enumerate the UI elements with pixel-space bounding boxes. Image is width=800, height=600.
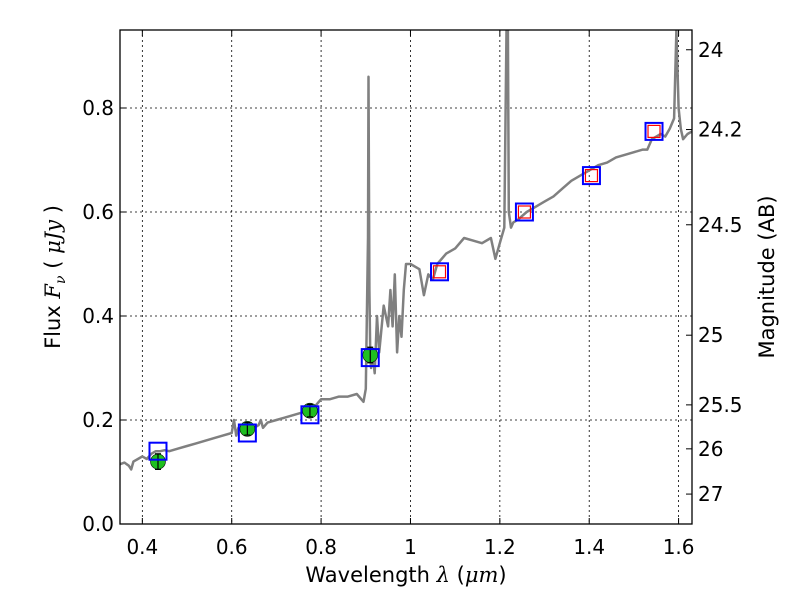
x-tick-label: 0.4 (126, 535, 158, 559)
y-tick-label: 0.8 (82, 96, 114, 120)
upper-limit-square (647, 124, 661, 139)
upper-limit-square (432, 265, 447, 279)
mag-tick-label: 26 (698, 437, 723, 461)
tick-labels: 0.4 0.6 0.8 1 1.2 1.4 1.6 0.0 0.2 0.4 0.6 0.8 24 24.2… (82, 38, 742, 559)
model-flux-square (581, 166, 601, 186)
x-tick-label: 1.2 (484, 535, 516, 559)
y-tick-label: 0.0 (82, 512, 114, 536)
x-tick-label: 1.4 (573, 535, 605, 559)
model-flux-square (430, 262, 450, 282)
mag-tick-label: 24.5 (698, 213, 743, 237)
y-axis-label-left: Flux Fν ( μJy ) (41, 205, 69, 349)
x-tick-label: 0.6 (216, 535, 248, 559)
model-flux-square (300, 405, 320, 425)
mag-tick-label: 24 (698, 38, 723, 62)
model-flux-square (644, 121, 664, 141)
model-flux-square (237, 423, 257, 443)
y-tick-label: 0.4 (82, 304, 114, 328)
x-axis-label: Wavelength λ (μm) (305, 563, 506, 587)
y-tick-label: 0.6 (82, 200, 114, 224)
x-tick-label: 1 (404, 535, 417, 559)
x-tick-label: 1.6 (663, 535, 695, 559)
x-tick-label: 0.8 (305, 535, 337, 559)
mag-tick-label: 24.2 (698, 118, 743, 142)
upper-limit-square (584, 169, 599, 183)
mag-tick-label: 25 (698, 323, 723, 347)
model-flux-square (514, 202, 534, 222)
y-tick-label: 0.2 (82, 408, 114, 432)
model-flux-square (148, 441, 168, 461)
mag-tick-label: 25.5 (698, 393, 743, 417)
y-axis-label-right: Magnitude (AB) (755, 195, 779, 358)
axis-ticks (120, 30, 692, 525)
photometry-markers (148, 121, 664, 470)
model-spectrum-line (120, 30, 692, 471)
upper-limit-square (517, 205, 532, 219)
plot-frame (119, 29, 693, 525)
model-flux-square (360, 348, 380, 368)
mag-tick-label: 27 (698, 482, 723, 506)
model-spectrum-layer (120, 30, 692, 471)
